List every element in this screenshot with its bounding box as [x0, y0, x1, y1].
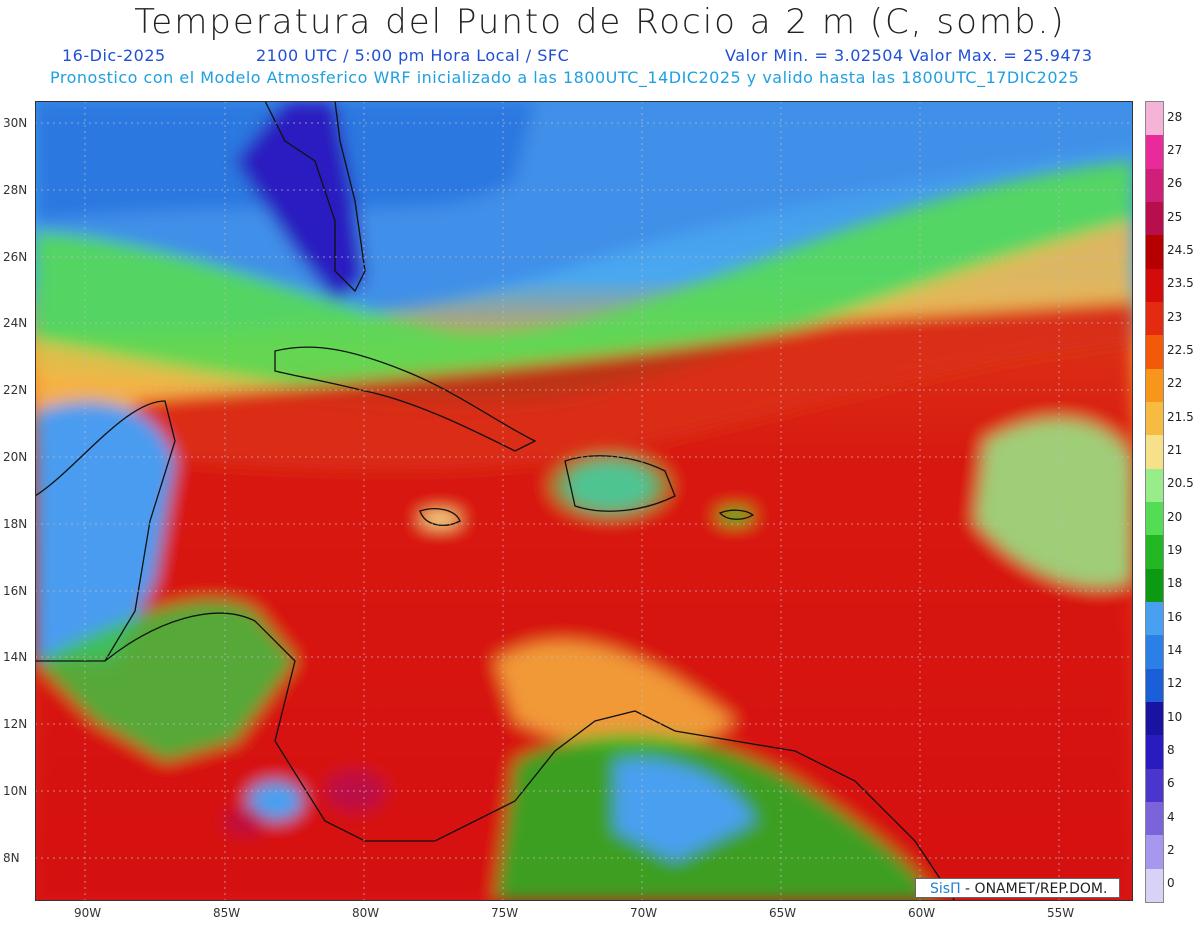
- legend-swatch: [1146, 135, 1163, 170]
- legend-label: 25: [1167, 209, 1183, 224]
- lat-label: 24N: [3, 316, 28, 330]
- credit-text: - ONAMET/REP.DOM.: [960, 881, 1108, 897]
- lat-label: 26N: [3, 250, 28, 264]
- legend-label: 16: [1167, 609, 1183, 624]
- legend-swatch: [1146, 268, 1163, 303]
- legend-swatch: [1146, 602, 1163, 636]
- lon-label: 80W: [352, 906, 380, 920]
- lat-label: 12N: [3, 717, 28, 731]
- lat-label: 22N: [3, 383, 28, 397]
- legend-label: 10: [1167, 709, 1183, 724]
- lon-label: 65W: [769, 906, 797, 920]
- lat-label: 30N: [3, 116, 28, 130]
- lat-label: 8N: [3, 851, 20, 865]
- legend-label: 14: [1167, 643, 1183, 657]
- legend-swatch: [1146, 802, 1163, 836]
- lon-label: 90W: [74, 906, 102, 920]
- legend-label: 18: [1167, 576, 1183, 591]
- legend-swatch: [1146, 535, 1163, 570]
- legend-swatch: [1146, 435, 1163, 470]
- dewpoint-map: [35, 101, 1133, 901]
- legend-swatch: [1146, 335, 1163, 370]
- lat-label: 20N: [3, 450, 28, 464]
- legend-swatch: [1146, 735, 1163, 770]
- legend-label: 21.5: [1167, 409, 1194, 424]
- legend-swatch: [1146, 668, 1163, 703]
- legend-swatch: [1146, 702, 1163, 736]
- legend-label: 2: [1167, 843, 1175, 857]
- lat-label: 14N: [3, 650, 28, 664]
- legend-swatch: [1146, 168, 1163, 203]
- legend-swatch: [1146, 868, 1163, 903]
- legend-swatch: [1146, 402, 1163, 436]
- legend-swatch: [1146, 502, 1163, 536]
- forecast-time: 2100 UTC / 5:00 pm Hora Local / SFC: [256, 46, 570, 65]
- lon-label: 55W: [1047, 906, 1075, 920]
- color-legend: [1145, 101, 1164, 903]
- map-title: Temperatura del Punto de Rocio a 2 m (C,…: [134, 2, 1066, 42]
- brand-logo: SisΠ: [930, 881, 961, 897]
- lat-label: 18N: [3, 517, 28, 531]
- legend-label: 12: [1167, 676, 1183, 691]
- legend-swatch: [1146, 302, 1163, 336]
- lon-label: 75W: [491, 906, 519, 920]
- legend-swatch: [1146, 235, 1163, 270]
- legend-swatch: [1146, 368, 1163, 403]
- lat-label: 28N: [3, 183, 28, 197]
- legend-label: 21: [1167, 443, 1183, 457]
- legend-swatch: [1146, 202, 1163, 236]
- legend-label: 27: [1167, 143, 1183, 157]
- legend-label: 23: [1167, 309, 1183, 324]
- lat-label: 10N: [3, 784, 28, 798]
- lon-label: 60W: [908, 906, 936, 920]
- legend-swatch: [1146, 768, 1163, 803]
- legend-label: 20: [1167, 509, 1183, 524]
- legend-label: 20.5: [1167, 476, 1194, 491]
- legend-label: 19: [1167, 543, 1183, 557]
- legend-label: 28: [1167, 109, 1183, 124]
- legend-label: 8: [1167, 743, 1175, 757]
- lon-label: 85W: [213, 906, 241, 920]
- legend-label: 6: [1167, 776, 1175, 791]
- lon-label: 70W: [630, 906, 658, 920]
- legend-swatch: [1146, 468, 1163, 503]
- model-info: Pronostico con el Modelo Atmosferico WRF…: [50, 68, 1080, 87]
- legend-label: 22.5: [1167, 343, 1194, 357]
- min-max-values: Valor Min. = 3.02504 Valor Max. = 25.947…: [725, 46, 1093, 65]
- forecast-date: 16-Dic-2025: [62, 46, 166, 65]
- legend-label: 26: [1167, 176, 1183, 191]
- credit-box: SisΠ - ONAMET/REP.DOM.: [915, 878, 1120, 898]
- legend-label: 23.5: [1167, 276, 1194, 291]
- legend-swatch: [1146, 568, 1163, 603]
- legend-swatch: [1146, 635, 1163, 670]
- legend-label: 22: [1167, 376, 1183, 391]
- legend-swatch: [1146, 835, 1163, 870]
- legend-label: 4: [1167, 809, 1175, 824]
- legend-label: 0: [1167, 876, 1175, 891]
- lat-label: 16N: [3, 584, 28, 598]
- legend-swatch: [1146, 102, 1163, 136]
- legend-label: 24.5: [1167, 243, 1194, 257]
